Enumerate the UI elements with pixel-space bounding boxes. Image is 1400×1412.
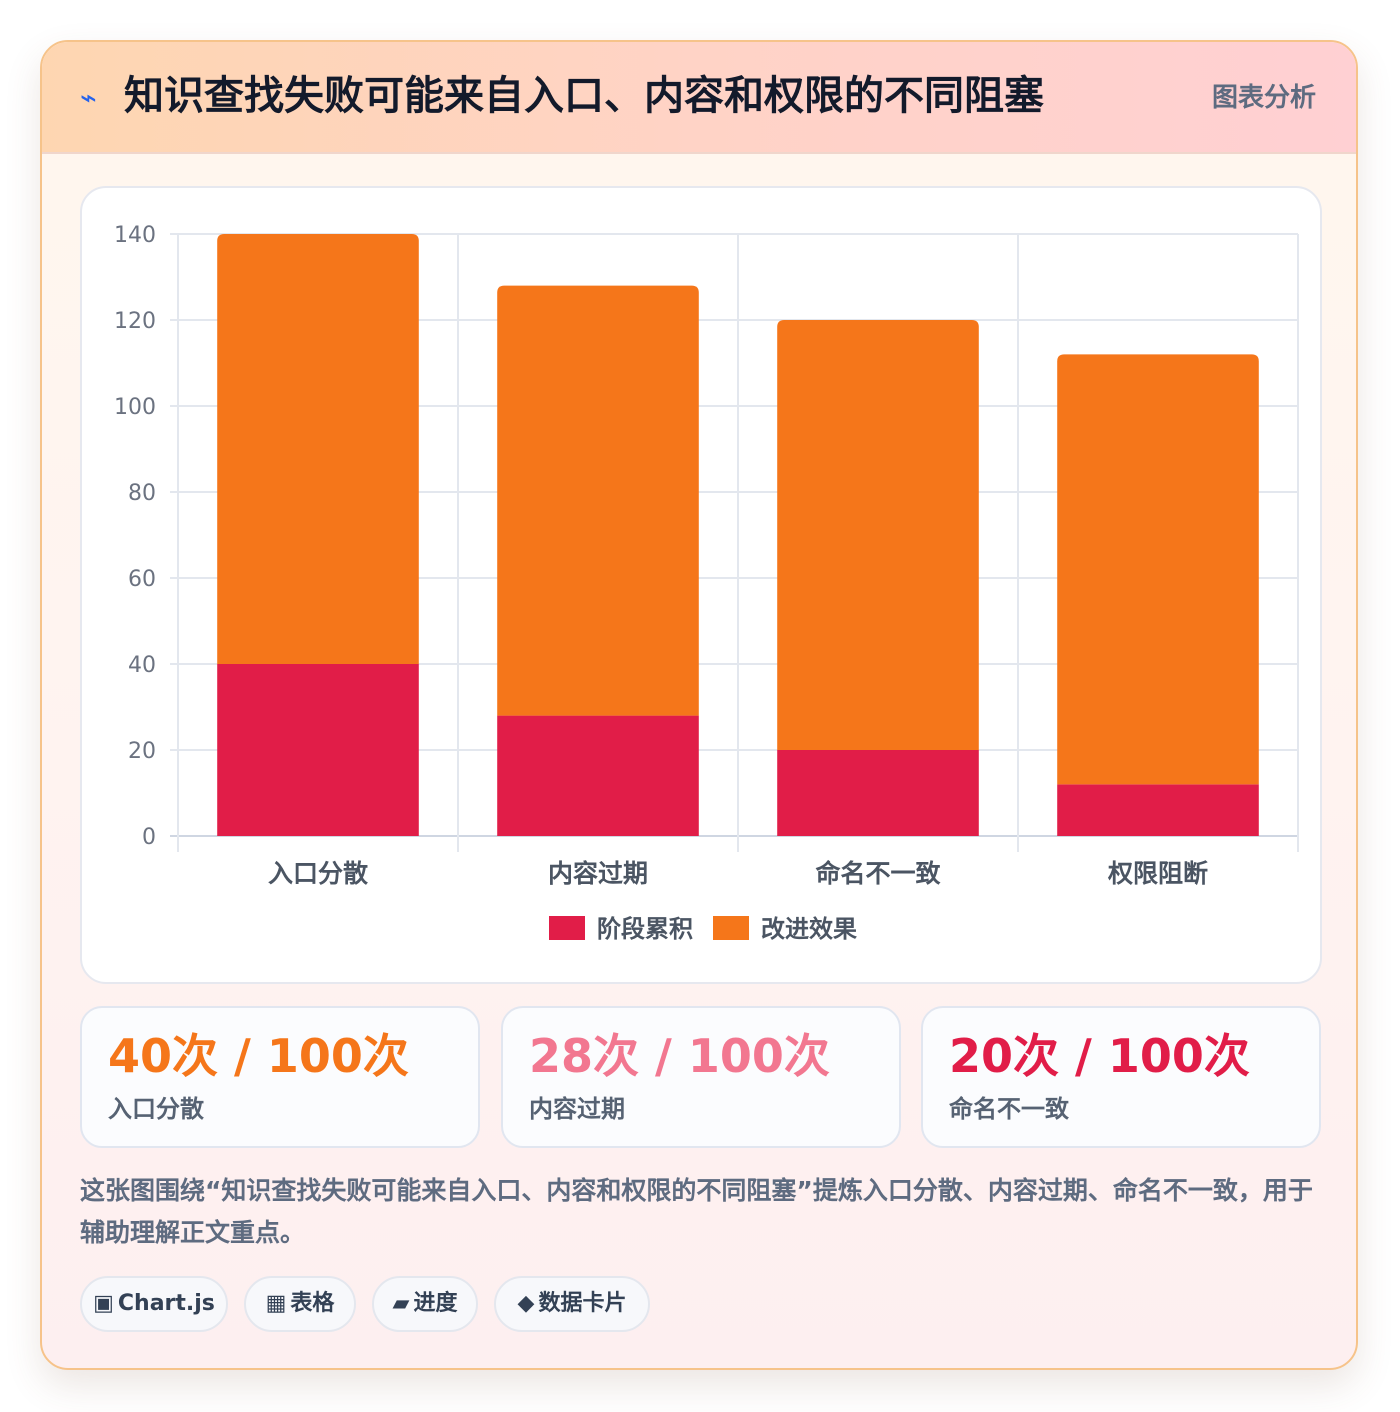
chip-progress[interactable]: ▰ 进度 <box>372 1276 478 1332</box>
x-tick-label: 内容过期 <box>548 859 648 888</box>
y-tick-label: 40 <box>128 653 156 678</box>
bar-stage-accumulation <box>777 750 979 836</box>
data-card-icon: ◆ <box>517 1291 535 1316</box>
x-tick-label: 入口分散 <box>268 859 368 888</box>
stat-card-naming: 20次 / 100次 命名不一致 <box>921 1006 1321 1148</box>
table-icon: ▦ <box>265 1291 287 1316</box>
stat-value: 20次 / 100次 <box>949 1029 1250 1083</box>
stat-card-entry: 40次 / 100次 入口分散 <box>80 1006 480 1148</box>
chip-chartjs[interactable]: ▣ Chart.js <box>80 1276 228 1332</box>
progress-icon: ▰ <box>392 1291 410 1316</box>
bar-improvement-effect <box>777 320 979 750</box>
stat-value: 28次 / 100次 <box>529 1029 830 1083</box>
card-header: ⌁ 知识查找失败可能来自入口、内容和权限的不同阻塞 图表分析 <box>42 42 1356 154</box>
chart-description: 这张图围绕“知识查找失败可能来自入口、内容和权限的不同阻塞”提炼入口分散、内容过… <box>80 1176 1313 1247</box>
stat-label: 入口分散 <box>108 1095 204 1123</box>
stat-label: 内容过期 <box>529 1095 625 1123</box>
chip-label: Chart.js <box>117 1291 215 1316</box>
stat-value: 40次 / 100次 <box>108 1029 409 1083</box>
y-tick-label: 120 <box>114 309 156 334</box>
y-tick-label: 60 <box>128 567 156 592</box>
bar-improvement-effect <box>497 285 699 716</box>
lightning-icon: ⌁ <box>80 81 97 114</box>
y-tick-label: 140 <box>114 223 156 248</box>
legend-label: 阶段累积 <box>597 915 693 943</box>
chip-label: 进度 <box>413 1291 458 1316</box>
chip-data-card[interactable]: ◆ 数据卡片 <box>494 1276 650 1332</box>
y-tick-label: 100 <box>114 395 156 420</box>
bar-improvement-effect <box>217 234 419 664</box>
stat-label: 命名不一致 <box>949 1095 1069 1123</box>
x-tick-label: 权限阻断 <box>1107 859 1208 888</box>
y-tick-label: 80 <box>128 481 156 506</box>
chip-label: 表格 <box>290 1291 335 1316</box>
y-tick-label: 0 <box>142 825 156 850</box>
page-title: 知识查找失败可能来自入口、内容和权限的不同阻塞 <box>124 73 1044 119</box>
chart-panel: 0 20 40 60 80 100 120 140 入口分散 内容过期 命名不一致 权限阻断 阶段累积… <box>80 186 1322 984</box>
bar-stage-accumulation <box>1057 784 1259 836</box>
legend-swatch <box>549 916 585 940</box>
chip-table[interactable]: ▦ 表格 <box>244 1276 356 1332</box>
chip-label: 数据卡片 <box>538 1291 627 1316</box>
legend-swatch <box>713 916 749 940</box>
chart-analysis-tag: 图表分析 <box>1211 83 1316 113</box>
stat-card-content: 28次 / 100次 内容过期 <box>501 1006 901 1148</box>
y-tick-label: 20 <box>128 739 156 764</box>
stacked-bar-chart: 0 20 40 60 80 100 120 140 入口分散 内容过期 命名不一致 权限阻断 阶段累积… <box>114 223 1299 943</box>
x-tick-label: 命名不一致 <box>815 859 941 888</box>
legend-label: 改进效果 <box>761 915 857 943</box>
chart-card: ⌁ 知识查找失败可能来自入口、内容和权限的不同阻塞 图表分析 0 20 40 60 80… <box>40 40 1358 1370</box>
bar-stage-accumulation <box>217 664 419 836</box>
bar-improvement-effect <box>1057 354 1259 785</box>
bar-stage-accumulation <box>497 715 699 836</box>
chart-icon: ▣ <box>93 1291 114 1316</box>
